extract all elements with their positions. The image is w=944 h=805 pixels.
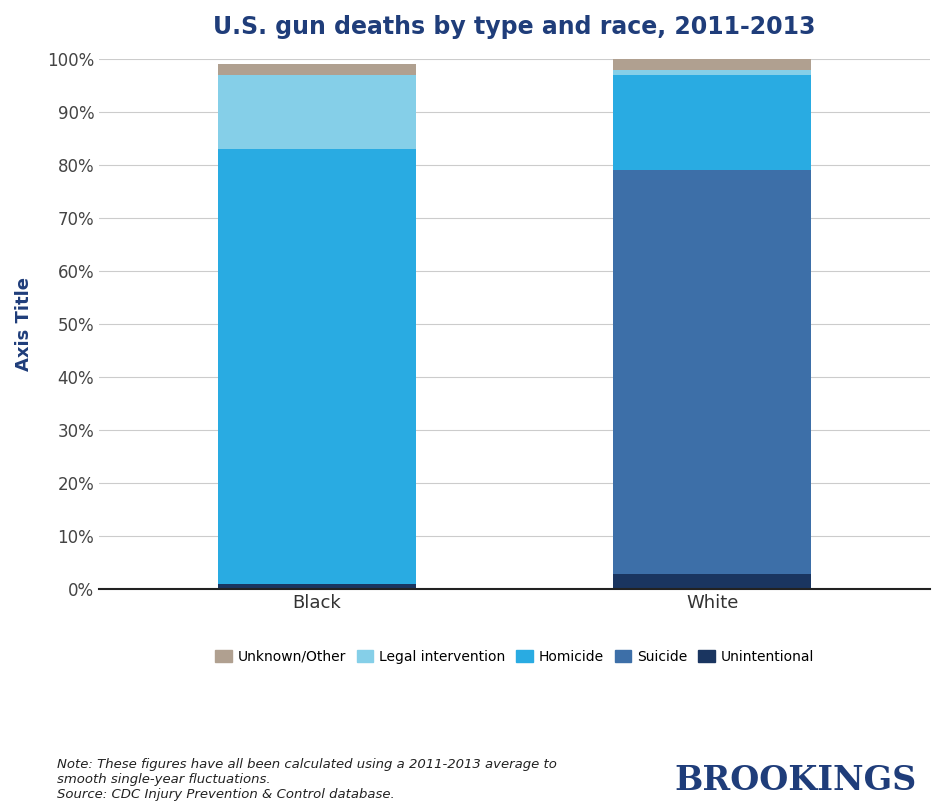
Bar bbox=[217, 64, 415, 75]
Y-axis label: Axis Title: Axis Title bbox=[15, 277, 33, 371]
Bar bbox=[217, 149, 415, 584]
Bar bbox=[217, 584, 415, 589]
Bar bbox=[217, 75, 415, 149]
Title: U.S. gun deaths by type and race, 2011-2013: U.S. gun deaths by type and race, 2011-2… bbox=[213, 15, 815, 39]
Text: BROOKINGS: BROOKINGS bbox=[674, 764, 916, 797]
Bar bbox=[613, 573, 811, 589]
Legend: Unknown/Other, Legal intervention, Homicide, Suicide, Unintentional: Unknown/Other, Legal intervention, Homic… bbox=[210, 644, 818, 669]
Bar bbox=[613, 75, 811, 171]
Bar bbox=[613, 171, 811, 573]
Text: Note: These figures have all been calculated using a 2011-2013 average to
smooth: Note: These figures have all been calcul… bbox=[57, 758, 556, 801]
Bar bbox=[613, 59, 811, 69]
Bar bbox=[613, 69, 811, 75]
